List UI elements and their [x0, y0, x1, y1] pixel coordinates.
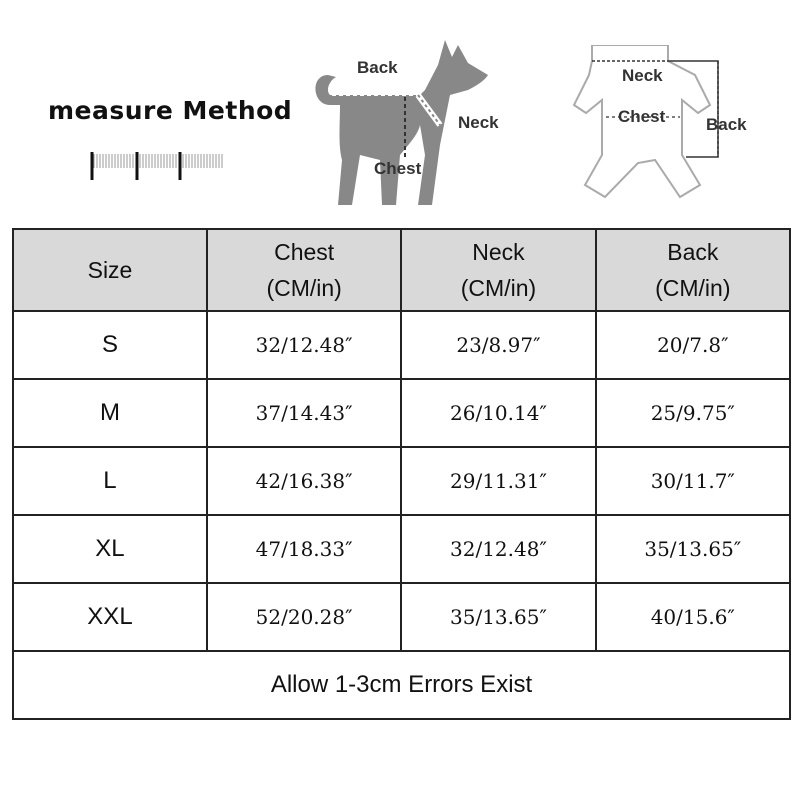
chest-cell: 52/20.28″ [205, 582, 403, 652]
table-header-row: Size Chest (CM/in) Neck (CM/in) Back (CM/in… [12, 228, 792, 312]
header-label: Neck [472, 239, 525, 265]
back-cell: 30/11.7″ [594, 446, 792, 516]
chest-cell: 42/16.38″ [205, 446, 403, 516]
header-label: Back [667, 239, 719, 265]
back-cell: 25/9.75″ [594, 378, 792, 448]
header-chest: Chest (CM/in) [205, 228, 403, 312]
size-cell: XXL [12, 582, 208, 652]
garment-chest-label: Chest [618, 107, 666, 126]
garment-outline-icon [572, 44, 719, 199]
dog-chest-label: Chest [374, 159, 422, 178]
size-cell: M [12, 378, 208, 448]
dog-measurement-diagram: Back Neck Chest [300, 35, 500, 220]
header-unit: (CM/in) [460, 275, 537, 301]
neck-cell: 32/12.48″ [400, 514, 597, 584]
header-unit: (CM/in) [266, 275, 342, 301]
header-label: Chest [274, 239, 335, 265]
garment-measurement-diagram: Neck Chest Back [560, 44, 760, 210]
header-neck: Neck (CM/in) [400, 228, 597, 312]
garment-neck-label: Neck [622, 66, 663, 85]
table-row: XL 47/18.33″ 32/12.48″ 35/13.65″ [12, 514, 792, 584]
neck-cell: 29/11.31″ [400, 446, 597, 516]
dog-silhouette-icon [315, 40, 488, 205]
size-cell: L [12, 446, 208, 516]
back-cell: 20/7.8″ [594, 310, 792, 380]
neck-cell: 26/10.14″ [400, 378, 597, 448]
measure-method-title: measure Method [48, 96, 293, 125]
table-row: L 42/16.38″ 29/11.31″ 30/11.7″ [12, 446, 792, 516]
table-footer-row: Allow 1-3cm Errors Exist [12, 650, 791, 720]
size-cell: S [12, 310, 208, 380]
ruler-icon [90, 152, 223, 180]
header-unit: (CM/in) [655, 275, 731, 301]
size-cell: XL [12, 514, 208, 584]
table-row: XXL 52/20.28″ 35/13.65″ 40/15.6″ [12, 582, 792, 652]
chest-cell: 37/14.43″ [205, 378, 403, 448]
chest-cell: 47/18.33″ [205, 514, 403, 584]
header-back: Back (CM/in) [594, 228, 792, 312]
chest-cell: 32/12.48″ [205, 310, 403, 380]
error-tolerance-note: Allow 1-3cm Errors Exist [12, 650, 791, 720]
size-chart-table: Size Chest (CM/in) Neck (CM/in) Back (CM/in… [12, 228, 792, 720]
neck-cell: 35/13.65″ [400, 582, 597, 652]
dog-back-label: Back [357, 58, 398, 77]
table-row: S 32/12.48″ 23/8.97″ 20/7.8″ [12, 310, 792, 380]
back-cell: 35/13.65″ [594, 514, 792, 584]
dog-neck-label: Neck [458, 113, 499, 132]
header-label: Size [87, 257, 133, 283]
header-size: Size [12, 228, 208, 312]
neck-cell: 23/8.97″ [400, 310, 597, 380]
table-row: M 37/14.43″ 26/10.14″ 25/9.75″ [12, 378, 792, 448]
garment-back-label: Back [706, 115, 747, 134]
back-cell: 40/15.6″ [594, 582, 792, 652]
